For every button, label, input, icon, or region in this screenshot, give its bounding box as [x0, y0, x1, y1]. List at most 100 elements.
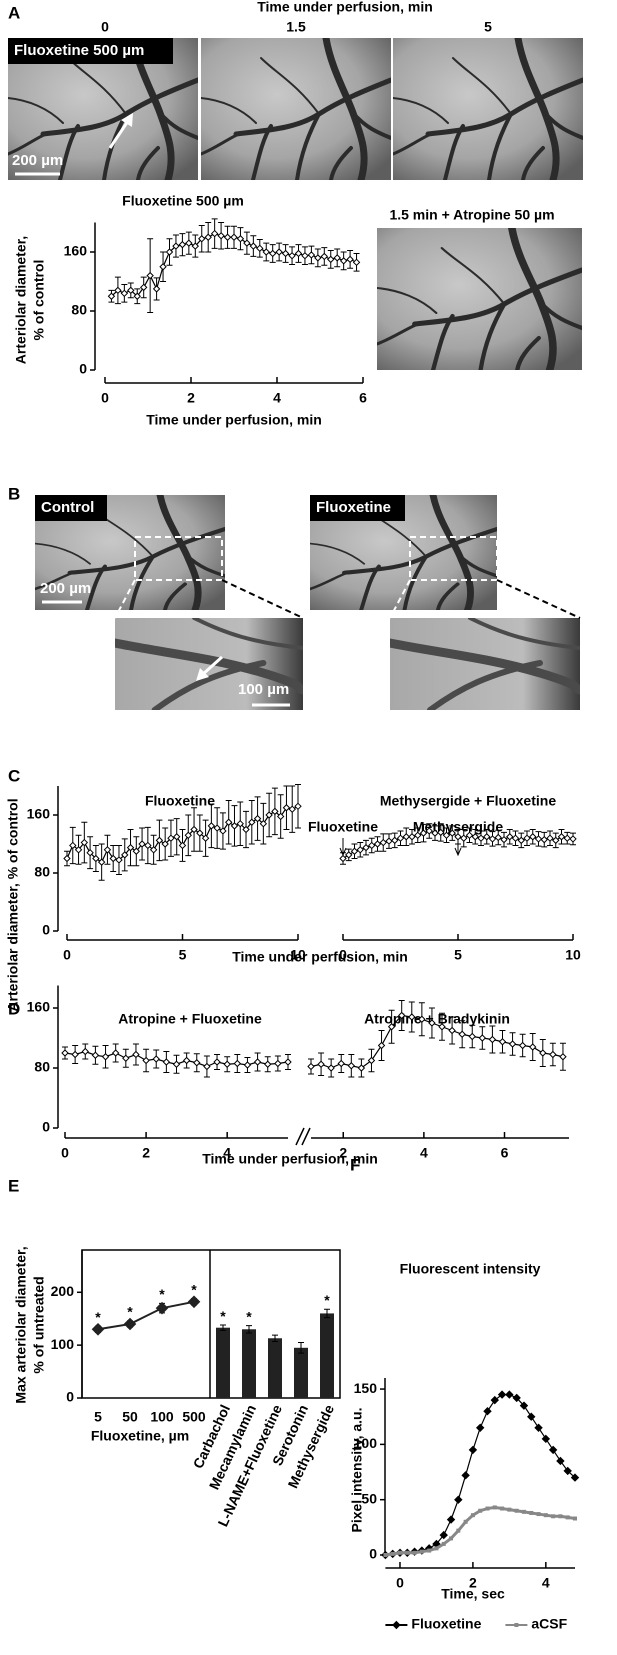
marker [207, 822, 216, 830]
marker [191, 242, 200, 250]
marker [165, 248, 174, 256]
marker [387, 1023, 396, 1031]
marker [256, 244, 264, 253]
x-tick-label: 5 [94, 1409, 102, 1425]
bar [320, 1313, 334, 1398]
marker [114, 286, 122, 295]
marker [178, 841, 187, 850]
marker [551, 1514, 556, 1519]
marker [63, 854, 71, 863]
x-tick-label: 4 [420, 1145, 428, 1161]
marker [122, 1054, 130, 1062]
marker [497, 1390, 507, 1399]
marker [142, 1056, 150, 1065]
marker [71, 1050, 79, 1059]
marker [414, 831, 422, 840]
x-tick-label: 100 [150, 1409, 174, 1425]
marker [210, 229, 219, 238]
marker [498, 1038, 507, 1046]
marker [339, 257, 348, 265]
marker [307, 1062, 315, 1071]
x-tick-label: 0 [61, 1145, 69, 1161]
marker [97, 858, 106, 866]
image-label: Fluoxetine [316, 499, 391, 516]
marker [185, 239, 193, 247]
chart-title: Fluoxetine 500 µm [122, 193, 244, 209]
marker [367, 1056, 376, 1065]
marker [259, 819, 268, 828]
marker [507, 1507, 512, 1512]
marker [213, 1058, 221, 1066]
marker [514, 1623, 519, 1627]
y-tick-label: 200 [51, 1283, 75, 1299]
time-label: 0 [101, 19, 109, 35]
marker [539, 1049, 547, 1057]
marker [448, 829, 456, 837]
significance: * [324, 1292, 330, 1308]
marker [274, 1059, 282, 1068]
x-axis-label: Time, sec [441, 1586, 505, 1602]
marker [391, 836, 399, 845]
marker [81, 1047, 89, 1056]
x-tick-label: 10 [290, 947, 306, 963]
marker [132, 847, 141, 855]
y-tick-label: 50 [361, 1490, 377, 1506]
marker [446, 1515, 456, 1524]
y-tick-label: 150 [354, 1380, 378, 1396]
x-tick-label: 6 [359, 390, 367, 406]
marker [483, 833, 491, 841]
error-bar [272, 1334, 278, 1342]
marker [196, 829, 204, 837]
marker [396, 834, 405, 842]
marker [527, 1412, 536, 1421]
marker [92, 854, 100, 863]
y-axis-label: % of control [31, 260, 47, 341]
marker [172, 1060, 181, 1068]
marker [204, 233, 212, 241]
marker [138, 840, 146, 848]
marker [347, 1062, 356, 1070]
marker [275, 248, 283, 256]
marker [405, 1550, 410, 1555]
marker [558, 1514, 563, 1519]
marker [428, 1019, 436, 1027]
marker [485, 1506, 490, 1511]
y-tick-label: 160 [27, 806, 51, 822]
marker [346, 255, 354, 264]
marker [182, 1056, 191, 1065]
chart-title: Fluorescent intensity [400, 1261, 541, 1277]
marker [167, 834, 175, 842]
x-tick-label: 500 [182, 1409, 206, 1425]
marker [419, 829, 428, 837]
time-label: 5 [484, 19, 492, 35]
marker [301, 251, 309, 260]
marker [512, 1393, 521, 1403]
marker [488, 835, 497, 843]
marker [198, 235, 206, 243]
marker [540, 835, 548, 844]
marker [162, 1058, 171, 1066]
x-tick-label: 0 [63, 947, 71, 963]
marker [193, 1059, 201, 1067]
marker [345, 851, 353, 859]
marker [91, 1322, 105, 1336]
significance: * [220, 1308, 226, 1324]
axis-break [295, 1127, 311, 1146]
marker [230, 233, 238, 241]
marker [201, 834, 210, 842]
x-axis-label: Time under perfusion, min [146, 412, 322, 428]
marker [161, 840, 169, 848]
x-tick-label: 2 [339, 1145, 347, 1161]
scale-label: 200 µm [12, 152, 63, 169]
error-bar [246, 1325, 252, 1334]
marker [132, 1050, 140, 1059]
marker [483, 1406, 492, 1416]
marker [514, 1508, 519, 1513]
marker [213, 824, 221, 832]
x-tick-label: 5 [454, 947, 462, 963]
marker [362, 843, 370, 852]
marker [500, 1506, 505, 1511]
marker [217, 232, 225, 240]
y-tick-label: 0 [66, 1389, 74, 1405]
marker [357, 1064, 366, 1072]
